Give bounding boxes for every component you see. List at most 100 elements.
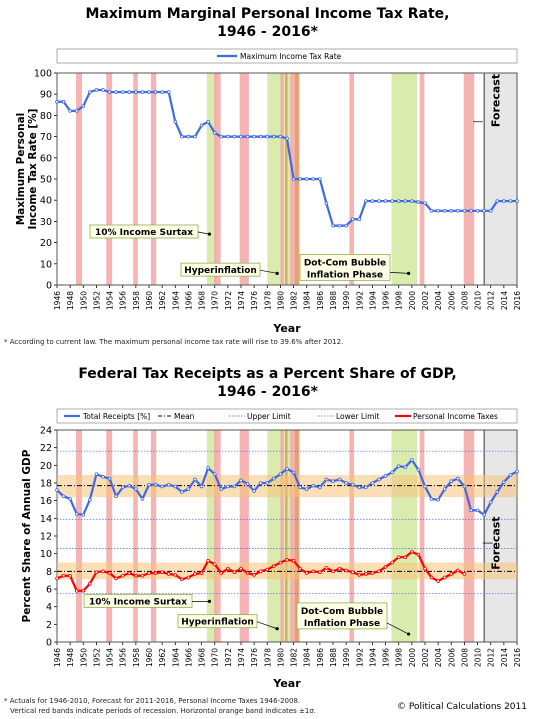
personal-taxes-point	[245, 571, 250, 575]
total-receipts-point	[147, 482, 151, 487]
personal-taxes-point	[423, 566, 427, 571]
total-receipts-point	[442, 487, 447, 491]
total-receipts-point	[272, 476, 276, 481]
tax-rate-point	[508, 199, 513, 203]
y-tick-label: 0	[46, 281, 52, 292]
chart2-legend-lower-label: Lower Limit	[336, 412, 380, 421]
tax-rate-point	[55, 99, 59, 104]
chart2-dotcom-box	[296, 602, 388, 630]
total-receipts-point	[88, 497, 92, 502]
personal-taxes-point	[212, 562, 217, 567]
chart1-surtax-text: 10% Income Surtax	[95, 228, 193, 238]
y-tick-label: 8	[46, 567, 52, 578]
total-receipts-point	[180, 490, 184, 494]
personal-taxes-point	[101, 569, 105, 574]
tax-rate-point	[291, 177, 296, 181]
chart2-legend	[56, 408, 518, 424]
personal-taxes-point	[239, 566, 243, 571]
total-receipts-point	[383, 474, 388, 478]
personal-taxes-point	[364, 572, 368, 576]
total-receipts-point	[252, 489, 256, 493]
tax-rate-point	[199, 123, 204, 128]
x-tick-label: 1964	[171, 648, 180, 667]
total-receipts-point	[410, 458, 414, 462]
personal-taxes-point	[252, 573, 256, 577]
x-tick-label: 2000	[408, 291, 417, 310]
x-tick-label: 2012	[487, 291, 496, 310]
total-receipts-point	[423, 484, 427, 489]
recession-band-6	[280, 430, 284, 642]
tax-rate-point	[180, 134, 184, 139]
tax-rate-point	[377, 199, 381, 203]
total-receipts-point	[114, 494, 118, 499]
chart1-hyperinflation-arrow	[259, 269, 278, 274]
total-receipts-point	[291, 470, 296, 475]
tax-rate-point	[173, 119, 178, 124]
total-receipts-point	[239, 478, 243, 483]
total-receipts-point	[502, 480, 506, 484]
total-receipts-point	[337, 477, 342, 482]
personal-taxes-point	[377, 569, 381, 574]
chart2-legend-upper-label: Upper Limit	[247, 412, 291, 421]
tax-rate-point	[120, 90, 125, 94]
x-tick-label: 1976	[250, 291, 259, 310]
personal-taxes-point	[436, 579, 440, 583]
recession-band-8	[349, 430, 355, 642]
tax-rate-point	[252, 134, 256, 139]
personal-taxes-point	[219, 571, 224, 575]
personal-taxes-point	[173, 573, 178, 577]
tax-rate-point	[410, 199, 414, 203]
total-receipts-point	[377, 477, 381, 482]
recession-band-5	[239, 430, 249, 642]
chart1-subtitle: 1946 - 2016*	[217, 24, 318, 40]
recession-band-0	[76, 430, 82, 642]
x-tick-label: 1948	[66, 648, 75, 667]
total-receipts-point	[370, 481, 375, 485]
tax-rate-point	[94, 88, 99, 92]
total-receipts-point	[186, 487, 191, 491]
y-tick-label: 0	[46, 638, 52, 649]
recession-band-6	[280, 73, 284, 285]
chart1-legend-label: Maximum Income Tax Rate	[240, 52, 342, 61]
x-tick-label: 1994	[368, 648, 377, 667]
chart1-ylabel-1: Maximum Personal	[15, 113, 27, 226]
chart2-xlabel: Year	[272, 677, 301, 690]
total-receipts-point	[350, 482, 355, 487]
total-receipts-point	[219, 487, 224, 491]
personal-taxes-point	[180, 577, 184, 582]
x-tick-label: 1946	[53, 648, 62, 667]
chart1-surtax-arrow	[197, 231, 210, 235]
tax-rate-point	[364, 199, 368, 203]
tax-rate-point	[462, 209, 467, 213]
chart1-hyperinflation-text: Hyperinflation	[184, 266, 257, 276]
tax-rate-point	[456, 209, 460, 213]
personal-taxes-point	[74, 588, 79, 593]
y-tick-label: 2	[46, 620, 52, 631]
x-tick-label: 1982	[290, 291, 299, 310]
total-receipts-point	[475, 508, 480, 513]
tax-rate-point	[160, 90, 164, 94]
personal-taxes-point	[396, 555, 401, 560]
recession-band-0	[76, 73, 82, 285]
tax-rate-point	[298, 177, 302, 181]
orange-band-0	[285, 430, 288, 642]
x-tick-label: 1982	[290, 648, 299, 667]
x-tick-label: 1972	[224, 291, 233, 310]
chart2-legend-mean-label: Mean	[174, 412, 195, 421]
x-tick-label: 1966	[184, 291, 193, 310]
inflation-band-1	[267, 73, 293, 285]
personal-taxes-point	[272, 564, 276, 568]
tax-rate-point	[403, 199, 408, 203]
personal-taxes-point	[442, 575, 447, 580]
tax-rate-point	[107, 90, 112, 94]
personal-taxes-point	[88, 581, 92, 586]
tax-rate-point	[337, 223, 342, 228]
tax-rate-point	[81, 104, 86, 108]
y-tick-label: 60	[40, 153, 52, 164]
total-receipts-point	[515, 469, 519, 474]
tax-rate-point	[390, 199, 394, 203]
y-tick-label: 20	[40, 238, 52, 249]
total-receipts-point	[416, 467, 421, 472]
personal-taxes-point	[193, 572, 197, 576]
tax-rate-point	[331, 223, 335, 228]
